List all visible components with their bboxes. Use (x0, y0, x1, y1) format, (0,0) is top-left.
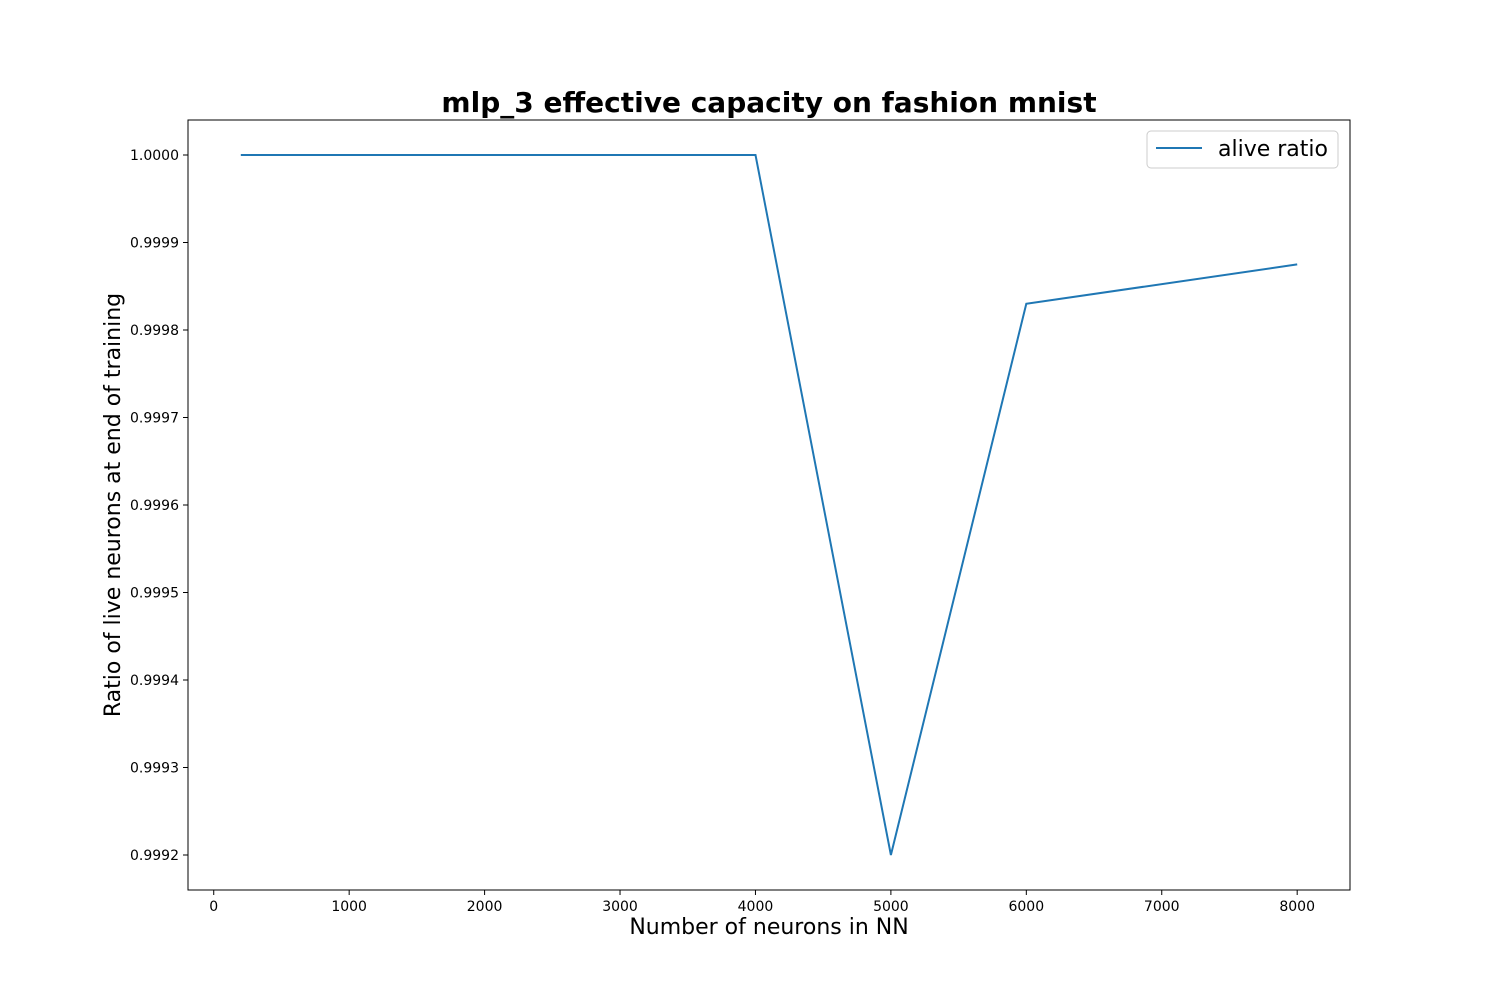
y-tick-label: 0.9995 (130, 586, 179, 602)
legend-box (1146, 130, 1339, 169)
y-axis-label: Ratio of live neurons at end of training (101, 293, 126, 717)
series-layer (240, 154, 1298, 856)
y-tick-label: 0.9994 (130, 673, 179, 689)
y-tick-label: 0.9997 (130, 411, 179, 427)
y-tick-label: 0.9999 (130, 236, 179, 252)
chart-title: mlp_3 effective capacity on fashion mnis… (441, 86, 1096, 119)
legend-label: alive ratio (1218, 137, 1328, 162)
x-tick-label: 8000 (1279, 899, 1315, 915)
x-tick-label: 4000 (738, 899, 774, 915)
plot-area (187, 119, 1351, 891)
x-tick-label: 7000 (1144, 899, 1180, 915)
x-axis-label: Number of neurons in NN (629, 915, 908, 940)
x-tick-label: 0 (209, 899, 218, 915)
legend: alive ratio (1146, 130, 1339, 169)
x-tick-label: 6000 (1008, 899, 1044, 915)
y-tick-label: 0.9996 (130, 498, 179, 514)
y-axis-ticks: 0.9992 0.9993 0.9994 0.9995 0.9996 0.9997 0.99… (130, 148, 188, 864)
x-tick-label: 3000 (602, 899, 638, 915)
y-tick-label: 0.9992 (130, 848, 179, 864)
series-line-alive-ratio (240, 154, 1298, 856)
y-tick-label: 0.9998 (130, 323, 179, 339)
y-tick-label: 1.0000 (130, 148, 179, 164)
x-tick-label: 1000 (331, 899, 367, 915)
x-axis-ticks: 0 1000 2000 3000 4000 5000 6000 7000 8000 (209, 890, 1315, 915)
x-tick-label: 5000 (873, 899, 909, 915)
y-tick-label: 0.9993 (130, 761, 179, 777)
x-tick-label: 2000 (467, 899, 503, 915)
